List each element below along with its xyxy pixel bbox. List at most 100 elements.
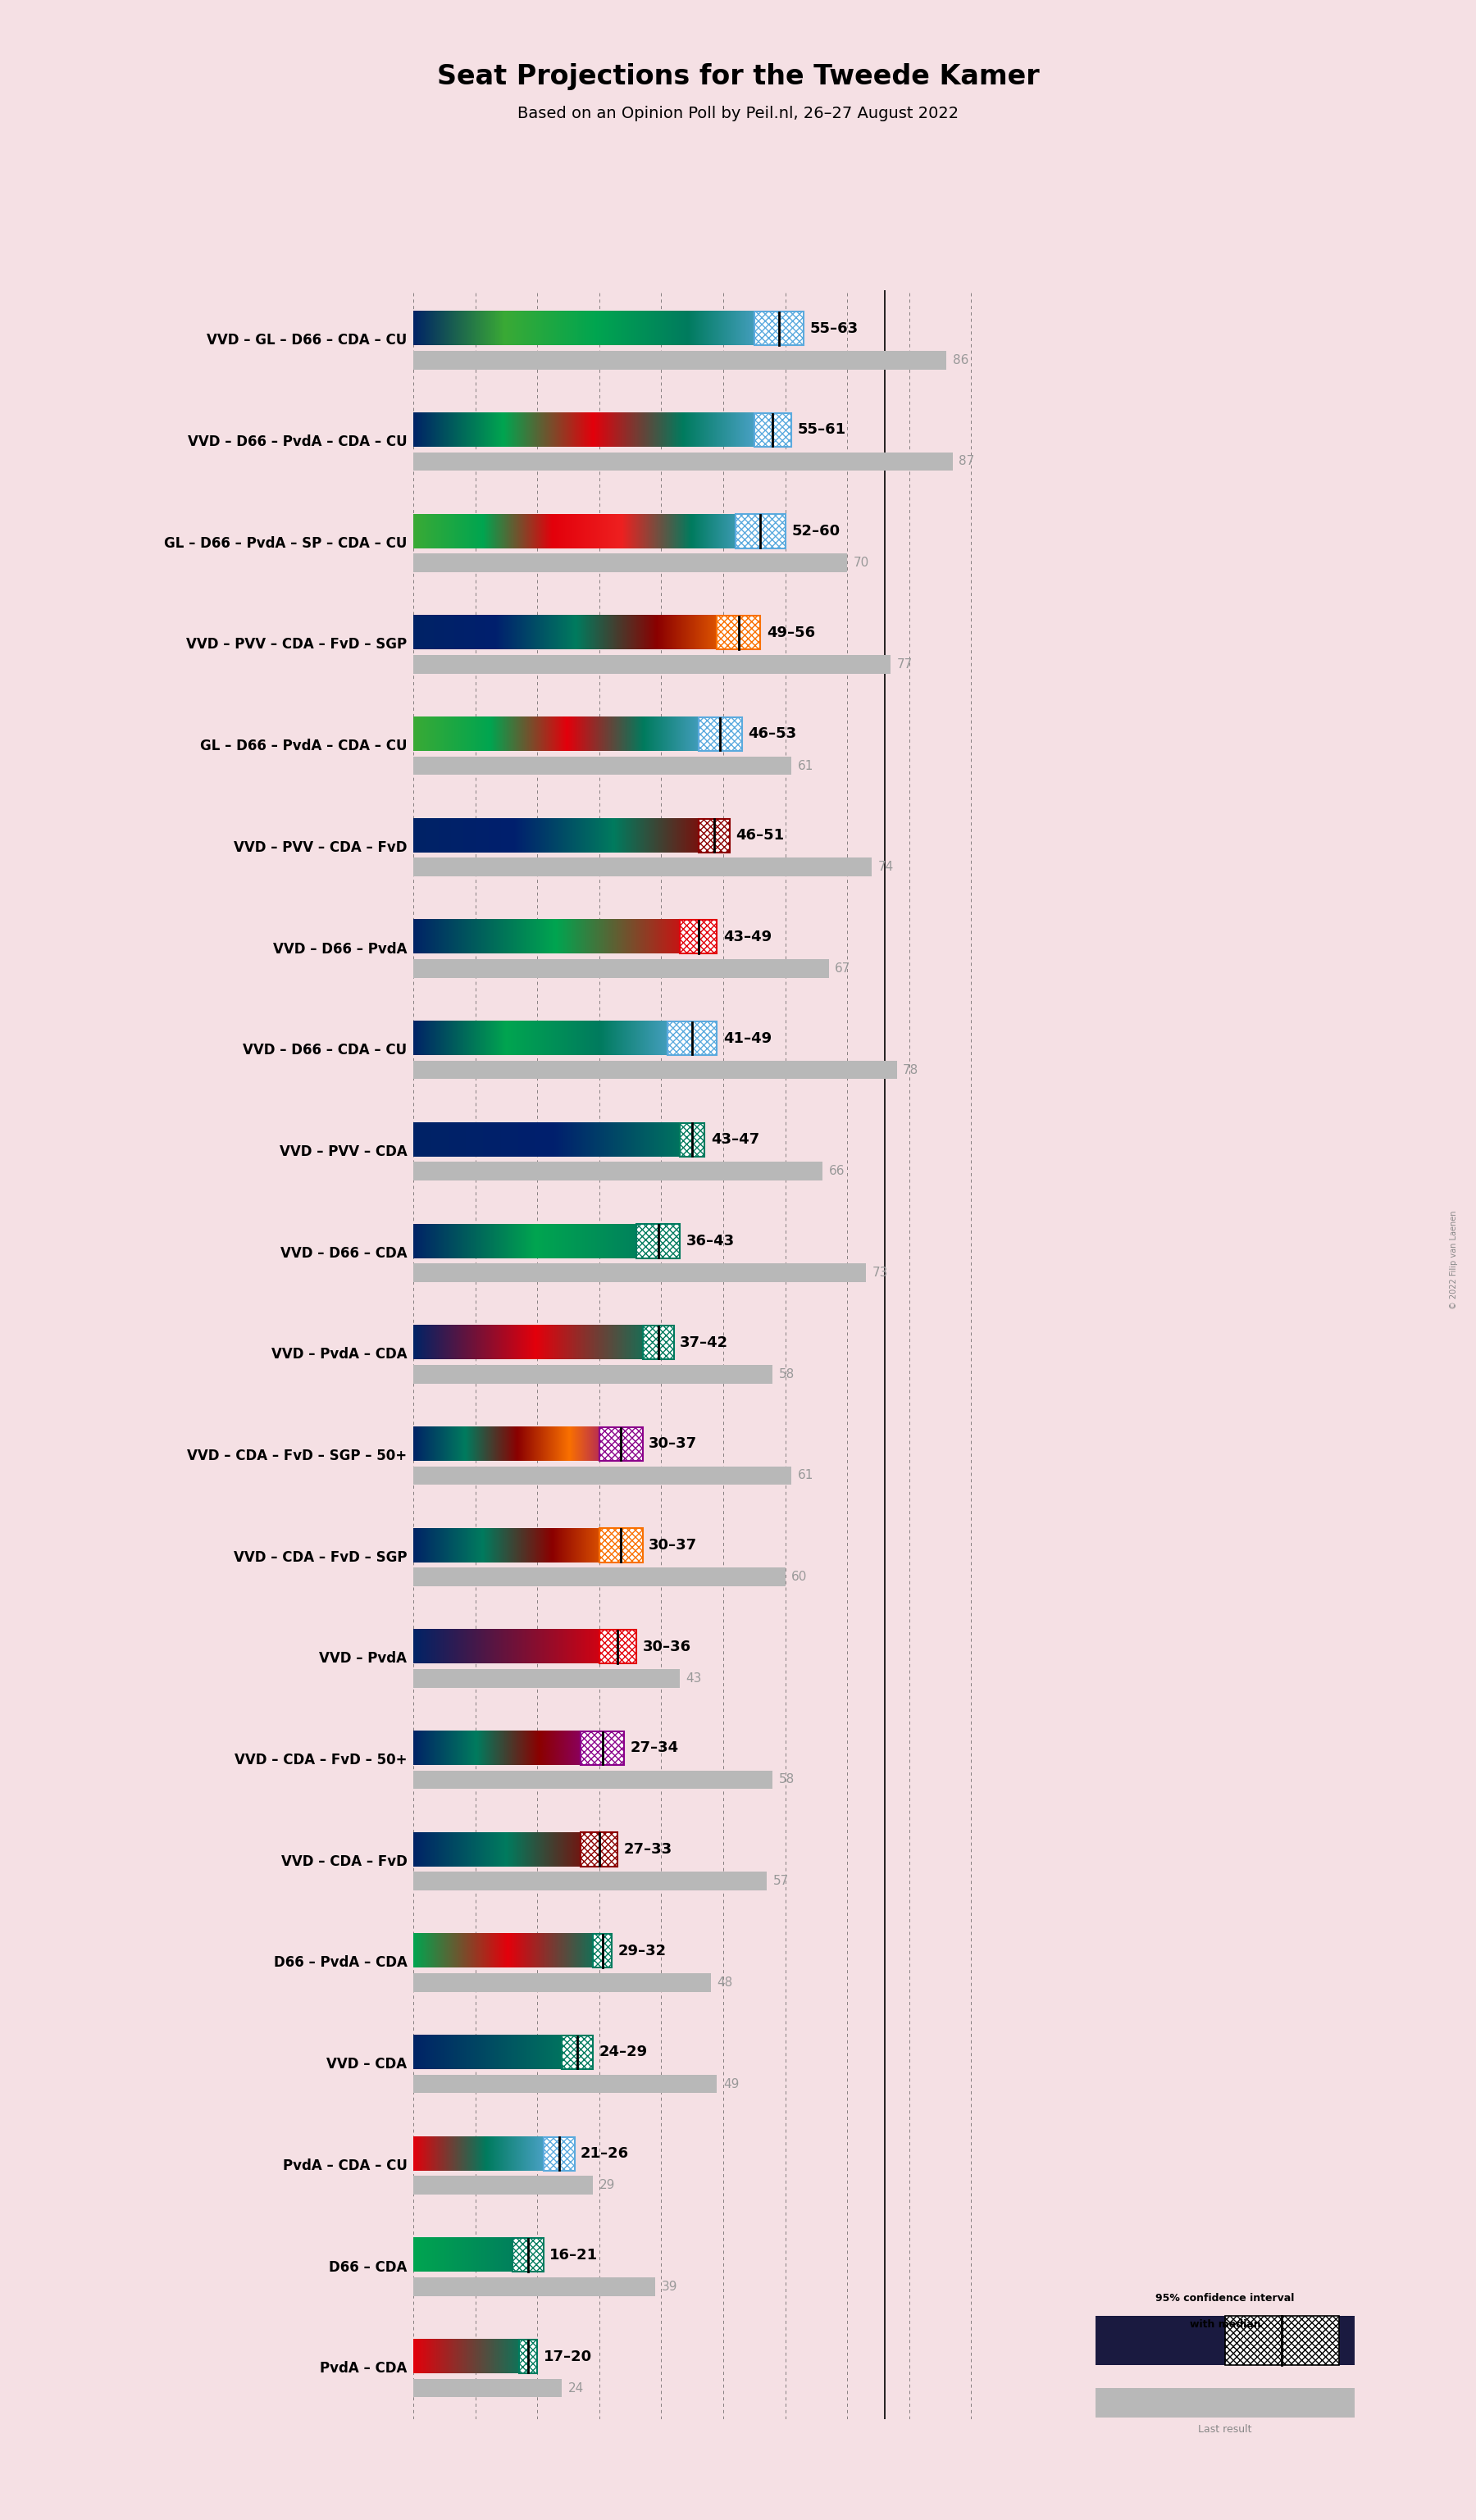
Text: 30–37: 30–37	[649, 1436, 697, 1452]
Text: 95% confidence interval: 95% confidence interval	[1156, 2293, 1294, 2303]
Text: 73: 73	[872, 1268, 889, 1278]
Text: VVD – PVV – CDA – FvD: VVD – PVV – CDA – FvD	[233, 839, 407, 854]
Text: 74: 74	[878, 862, 894, 874]
Text: 70: 70	[853, 557, 869, 570]
Bar	[413, 2379, 562, 2397]
Bar	[593, 1933, 611, 1968]
Text: Seat Projections for the Tweede Kamer: Seat Projections for the Tweede Kamer	[437, 63, 1039, 91]
Text: VVD – CDA – FvD – SGP: VVD – CDA – FvD – SGP	[233, 1550, 407, 1565]
Bar	[413, 857, 872, 877]
Bar	[413, 2074, 717, 2094]
Text: VVD – GL – D66 – CDA – CU: VVD – GL – D66 – CDA – CU	[207, 333, 407, 348]
Text: 48: 48	[717, 1976, 732, 1988]
Bar	[698, 819, 729, 852]
Bar	[413, 1973, 711, 1991]
Bar	[1095, 2316, 1355, 2366]
Bar	[512, 2238, 543, 2273]
Text: 16–21: 16–21	[549, 2248, 598, 2263]
Text: VVD – D66 – CDA – CU: VVD – D66 – CDA – CU	[244, 1043, 407, 1058]
Text: VVD – CDA – FvD – SGP – 50+: VVD – CDA – FvD – SGP – 50+	[187, 1449, 407, 1464]
Bar	[543, 2137, 574, 2170]
Text: 66: 66	[828, 1164, 844, 1177]
Text: 78: 78	[903, 1063, 918, 1076]
Text: 49–56: 49–56	[766, 625, 815, 640]
Bar	[599, 1530, 642, 1562]
Text: GL – D66 – PvdA – CDA – CU: GL – D66 – PvdA – CDA – CU	[201, 738, 407, 753]
Text: 46–53: 46–53	[748, 726, 797, 741]
Bar	[599, 1630, 636, 1663]
Text: 21–26: 21–26	[580, 2147, 629, 2162]
Text: 55–61: 55–61	[797, 423, 846, 438]
Bar	[593, 1933, 611, 1968]
Bar	[667, 1021, 717, 1056]
Bar	[680, 920, 717, 953]
Text: 52–60: 52–60	[791, 524, 840, 539]
Bar	[599, 1630, 636, 1663]
Bar	[636, 1225, 680, 1257]
Bar	[580, 1731, 624, 1764]
Text: PvdA – CDA: PvdA – CDA	[320, 2361, 407, 2376]
Text: 39: 39	[661, 2281, 677, 2293]
Bar	[667, 1021, 717, 1056]
Text: 24–29: 24–29	[599, 2044, 648, 2059]
Bar	[413, 1162, 822, 1179]
Bar	[599, 1426, 642, 1462]
Bar	[580, 1731, 624, 1764]
Text: VVD – CDA: VVD – CDA	[326, 2056, 407, 2071]
Bar	[413, 554, 847, 572]
Bar	[518, 2339, 537, 2374]
Text: 55–63: 55–63	[810, 320, 859, 335]
Bar	[413, 655, 890, 673]
Bar	[717, 615, 760, 650]
Text: 36–43: 36–43	[686, 1235, 735, 1247]
Bar	[512, 2238, 543, 2273]
Text: 67: 67	[835, 963, 850, 975]
Text: 24: 24	[568, 2381, 584, 2394]
Text: VVD – PVV – CDA – FvD – SGP: VVD – PVV – CDA – FvD – SGP	[186, 638, 407, 653]
Bar	[413, 2175, 593, 2195]
Text: 58: 58	[779, 1774, 794, 1787]
Text: 58: 58	[779, 1368, 794, 1381]
Bar	[680, 1124, 704, 1157]
Text: 27–33: 27–33	[624, 1842, 673, 1857]
Bar	[599, 1426, 642, 1462]
Bar	[518, 2339, 537, 2374]
Text: VVD – D66 – PvdA – CDA – CU: VVD – D66 – PvdA – CDA – CU	[187, 433, 407, 449]
Bar	[642, 1326, 673, 1358]
Text: 46–51: 46–51	[735, 829, 784, 842]
Bar	[680, 920, 717, 953]
Bar	[413, 1772, 773, 1789]
Bar	[413, 1366, 773, 1383]
Bar	[580, 1832, 618, 1867]
Bar	[698, 819, 729, 852]
Text: 30–36: 30–36	[642, 1641, 691, 1653]
Bar	[413, 1668, 680, 1688]
Text: 57: 57	[773, 1875, 788, 1887]
Text: GL – D66 – PvdA – SP – CDA – CU: GL – D66 – PvdA – SP – CDA – CU	[164, 537, 407, 552]
Bar	[698, 718, 742, 751]
Bar	[754, 413, 791, 446]
Bar	[413, 350, 946, 370]
Bar	[735, 514, 785, 549]
Bar	[562, 2036, 593, 2069]
Text: VVD – PvdA: VVD – PvdA	[319, 1651, 407, 1666]
Text: VVD – CDA – FvD – 50+: VVD – CDA – FvD – 50+	[235, 1754, 407, 1767]
Bar	[413, 451, 952, 471]
Text: VVD – D66 – PvdA: VVD – D66 – PvdA	[273, 942, 407, 955]
Text: VVD – PvdA – CDA: VVD – PvdA – CDA	[272, 1348, 407, 1361]
Text: VVD – CDA – FvD: VVD – CDA – FvD	[280, 1855, 407, 1870]
Text: 43–47: 43–47	[711, 1131, 759, 1147]
Text: © 2022 Filip van Laenen: © 2022 Filip van Laenen	[1449, 1210, 1458, 1310]
Text: 86: 86	[952, 353, 968, 365]
Bar	[543, 2137, 574, 2170]
Text: 41–49: 41–49	[723, 1031, 772, 1046]
Text: 27–34: 27–34	[630, 1741, 679, 1756]
Text: Based on an Opinion Poll by Peil.nl, 26–27 August 2022: Based on an Opinion Poll by Peil.nl, 26–…	[518, 106, 958, 121]
Bar	[413, 1061, 897, 1079]
Bar	[717, 615, 760, 650]
Text: 37–42: 37–42	[680, 1336, 728, 1351]
Text: 43–49: 43–49	[723, 930, 772, 945]
Text: 49: 49	[723, 2079, 739, 2089]
Bar	[735, 514, 785, 549]
Bar	[413, 2278, 655, 2296]
